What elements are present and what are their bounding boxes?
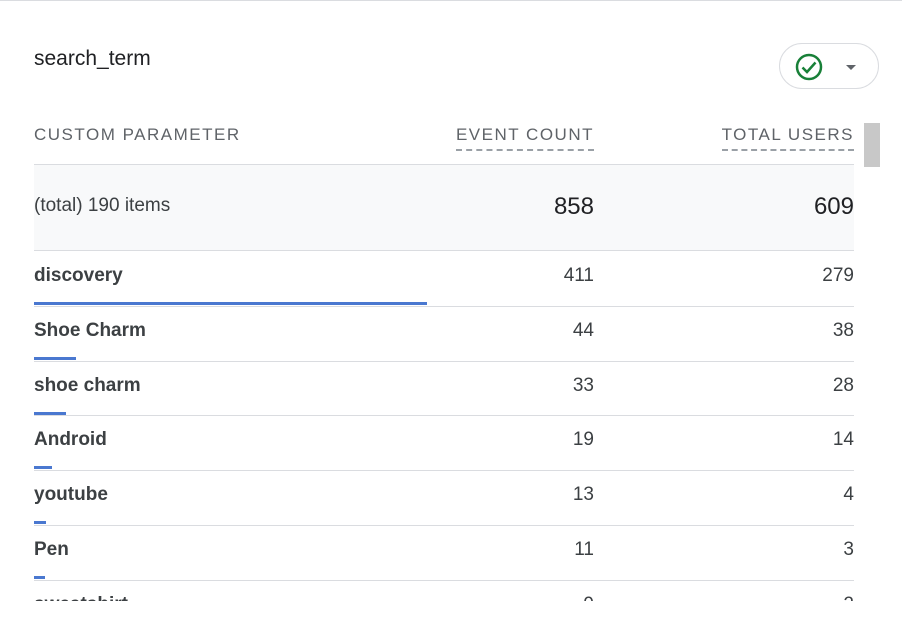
divider — [34, 360, 854, 362]
event-count: 33 — [572, 374, 594, 396]
row-label: sweatshirt — [34, 594, 128, 601]
column-header[interactable]: CUSTOM PARAMETER — [34, 125, 241, 144]
event-count: 13 — [572, 484, 594, 506]
event-count-bar — [34, 466, 53, 470]
row-label: discovery — [34, 265, 123, 286]
event-count: 11 — [574, 539, 594, 560]
divider — [34, 164, 854, 165]
status-icons — [795, 53, 856, 81]
divider — [34, 470, 854, 472]
event-count: 19 — [572, 429, 594, 451]
divider — [34, 305, 854, 307]
event-count-bar — [34, 576, 45, 579]
divider — [34, 525, 854, 526]
total-users: 2 — [654, 594, 854, 601]
total-users: 279 — [822, 265, 854, 286]
event-count-bar — [34, 302, 427, 305]
status-dropdown[interactable] — [779, 43, 879, 89]
row-label: Pen — [34, 539, 69, 560]
total-users: 28 — [832, 374, 854, 396]
total-label: (total) 190 items — [34, 195, 171, 216]
row-label: Android — [34, 429, 107, 451]
total-users: 14 — [832, 429, 854, 451]
column-header[interactable]: TOTAL USERS — [721, 125, 854, 151]
total-event-count: 858 — [553, 193, 594, 220]
total-row — [34, 165, 854, 250]
event-count: 9 — [394, 594, 594, 601]
column-header-text: TOTAL USERS — [721, 125, 854, 151]
total-users: 38 — [832, 319, 854, 341]
total-users: 3 — [843, 539, 854, 560]
event-count-bar — [34, 411, 66, 415]
divider — [34, 579, 854, 581]
scrollbar[interactable] — [864, 123, 880, 167]
divider — [34, 250, 854, 251]
total-users: 609 — [813, 193, 854, 220]
event-count-bar — [34, 356, 77, 360]
event-count: 411 — [563, 265, 594, 286]
event-count-bar — [34, 521, 47, 525]
event-count: 44 — [572, 319, 594, 341]
column-header-text: EVENT COUNT — [455, 125, 594, 151]
divider — [34, 415, 854, 417]
card-title: search_term — [34, 47, 151, 70]
row-label: Shoe Charm — [34, 319, 146, 341]
total-users: 4 — [843, 484, 854, 506]
row-label: youtube — [34, 484, 108, 506]
rows: discovery 411 279 Shoe Charm 44 38 shoe charm 3… — [0, 251, 902, 601]
row-label: shoe charm — [34, 374, 141, 396]
column-header[interactable]: EVENT COUNT — [455, 125, 594, 151]
